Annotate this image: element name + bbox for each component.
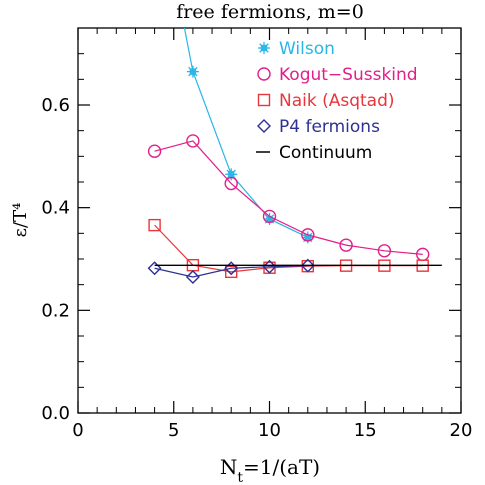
legend-label: Wilson [279, 39, 335, 59]
series-kogut-susskind [147, 134, 430, 262]
legend-swatch [257, 93, 271, 107]
legend-label: Kogut−Susskind [279, 65, 418, 85]
y-axis-label: ε/T⁴ [10, 203, 31, 238]
legend-label: Continuum [279, 143, 372, 163]
data-point-kogut-susskind [224, 176, 238, 191]
chart-legend: Wilson Kogut−Susskind Naik (Asqtad) P4 ferm… [256, 39, 418, 163]
y-tick-label: 0.6 [41, 95, 70, 116]
chart-title: free fermions, m=0 [176, 1, 364, 23]
x-tick-label: 0 [72, 420, 83, 441]
y-tick-label: 0.0 [41, 403, 70, 424]
legend-swatch [257, 119, 271, 133]
y-axis: 0.0 0.2 0.4 0.6 [41, 53, 461, 424]
data-point-p4-fermions [185, 269, 200, 284]
legend-item-naik-asqtad: Naik (Asqtad) [257, 91, 395, 111]
data-point-kogut-susskind [339, 238, 353, 252]
data-point-kogut-susskind [262, 209, 277, 224]
legend-label: P4 fermions [279, 117, 380, 137]
data-point-kogut-susskind [377, 244, 392, 258]
legend-item-continuum: Continuum [256, 143, 372, 163]
x-axis: 0 5 10 15 20 [72, 28, 472, 441]
x-tick-label: 5 [168, 420, 179, 441]
data-point-wilson [186, 65, 199, 78]
x-axis-label: Nt=1/(aT) [220, 455, 320, 485]
data-point-kogut-susskind [301, 228, 315, 242]
data-point-naik-asqtad [224, 265, 238, 279]
x-tick-label: 15 [354, 420, 377, 441]
data-point-naik-asqtad [148, 218, 161, 232]
data-point-kogut-susskind [186, 134, 200, 148]
legend-item-p4-fermions: P4 fermions [257, 117, 380, 137]
legend-item-kogut-susskind: Kogut−Susskind [257, 65, 418, 85]
data-point-p4-fermions [300, 258, 315, 273]
legend-label: Naik (Asqtad) [279, 91, 395, 111]
y-tick-label: 0.2 [41, 300, 70, 321]
data-point-wilson [225, 168, 238, 181]
y-tick-label: 0.4 [41, 198, 70, 219]
series-line-p4-fermions [154, 265, 308, 278]
legend-swatch [257, 67, 271, 81]
legend-item-wilson: Wilson [258, 39, 335, 59]
x-tick-label: 10 [258, 420, 281, 441]
data-point-kogut-susskind [147, 144, 162, 158]
data-point-p4-fermions [224, 261, 239, 276]
legend-swatch [258, 42, 270, 54]
data-point-p4-fermions [147, 261, 162, 276]
series-layer [147, 28, 442, 284]
x-tick-label: 20 [450, 420, 473, 441]
